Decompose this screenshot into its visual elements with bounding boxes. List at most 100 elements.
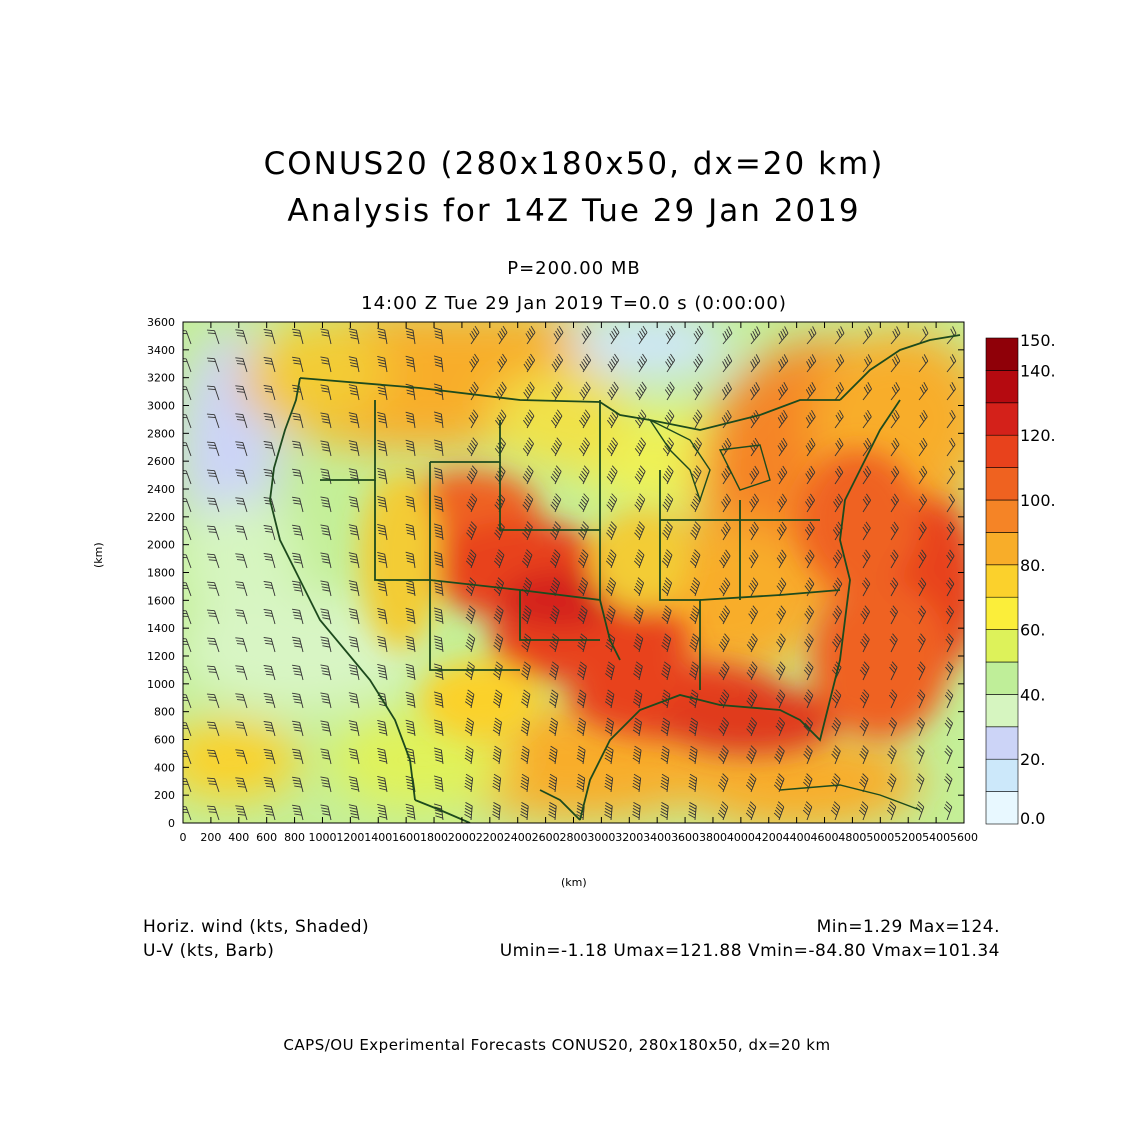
wind-barb xyxy=(661,605,672,625)
wind-barb xyxy=(691,465,702,485)
wind-barb xyxy=(464,773,474,793)
wind-barb xyxy=(492,745,502,765)
wind-barb xyxy=(405,607,416,625)
wind-barb xyxy=(606,493,618,513)
wind-barb xyxy=(433,691,444,709)
wind-barb xyxy=(916,689,926,709)
wind-barb xyxy=(492,802,501,821)
wind-barb xyxy=(465,605,476,625)
wind-barb xyxy=(746,633,758,653)
wind-barb xyxy=(549,633,560,653)
wind-barb xyxy=(263,385,276,401)
wind-barb xyxy=(749,409,760,429)
wind-barb xyxy=(433,355,444,373)
wind-barb xyxy=(832,633,842,653)
y-tick-label: 1800 xyxy=(147,567,175,580)
colorbar-swatch xyxy=(985,499,1019,533)
wind-barb xyxy=(722,354,733,373)
wind-barb xyxy=(377,523,388,541)
wind-barb xyxy=(862,382,872,401)
wind-barb xyxy=(664,409,675,429)
wind-barb xyxy=(320,580,332,597)
wind-barb xyxy=(405,411,416,429)
wind-barb xyxy=(605,549,617,569)
wind-barb xyxy=(206,469,220,485)
wind-barb xyxy=(348,524,360,541)
wind-barb xyxy=(746,661,758,681)
wind-barb xyxy=(888,689,898,709)
wind-barb xyxy=(862,521,871,541)
wind-speed-shading xyxy=(183,322,964,823)
wind-barb xyxy=(803,661,814,681)
wind-barb xyxy=(320,636,332,653)
wind-barb xyxy=(405,691,416,709)
wind-barb xyxy=(405,355,416,373)
colorbar-swatch xyxy=(985,402,1019,436)
wind-barb xyxy=(235,385,248,401)
wind-barb xyxy=(433,607,444,625)
wind-barb xyxy=(348,328,360,345)
wind-barb xyxy=(946,382,956,401)
wind-barb xyxy=(405,719,416,737)
wind-barb xyxy=(633,661,643,681)
wind-barb xyxy=(778,354,789,373)
wind-barb xyxy=(494,437,506,457)
wind-barb xyxy=(632,745,642,765)
colorbar-swatch xyxy=(985,467,1019,501)
wind-barb xyxy=(688,773,698,793)
colorbar-label: 40. xyxy=(1020,685,1045,704)
colorbar-label: 140. xyxy=(1020,361,1056,380)
wind-barb xyxy=(377,747,388,765)
wind-barb xyxy=(348,608,360,625)
x-tick-label: 3400 xyxy=(643,831,671,844)
x-tick-label: 4000 xyxy=(727,831,755,844)
y-tick-label: 3200 xyxy=(147,372,175,385)
wind-barb xyxy=(804,549,815,569)
wind-barb xyxy=(832,549,843,569)
wind-barb xyxy=(718,745,729,765)
wind-barb xyxy=(433,775,444,793)
wind-barb xyxy=(292,552,304,569)
wind-barb xyxy=(889,605,899,625)
wind-barb xyxy=(918,549,927,569)
wind-barb xyxy=(206,357,220,373)
wind-barb xyxy=(206,637,220,653)
wind-barb xyxy=(918,465,928,485)
wind-barb xyxy=(206,721,220,737)
colorbar-swatch xyxy=(985,661,1019,695)
wind-barb xyxy=(292,664,304,681)
wind-barb xyxy=(320,328,332,345)
wind-barb xyxy=(688,717,698,737)
wind-barb xyxy=(776,577,787,597)
wind-barb xyxy=(520,689,531,709)
wind-barb xyxy=(834,354,845,373)
wind-barb xyxy=(606,521,617,541)
wind-barb xyxy=(493,577,505,597)
colorbar-swatch xyxy=(985,337,1019,371)
wind-barb xyxy=(464,802,473,821)
wind-barb xyxy=(206,777,220,793)
colorbar-label: 80. xyxy=(1020,556,1045,575)
wind-barb xyxy=(206,413,220,429)
wind-barb xyxy=(377,775,388,793)
wind-barb xyxy=(917,577,927,597)
wind-barb xyxy=(348,636,360,653)
wind-barb xyxy=(918,493,927,513)
wind-barb xyxy=(433,327,444,345)
wind-barb xyxy=(235,525,248,541)
y-tick-label: 3400 xyxy=(147,344,175,357)
wind-barb xyxy=(804,521,815,541)
wind-barb xyxy=(292,720,304,737)
wind-barb xyxy=(405,803,416,821)
wind-barb xyxy=(890,493,899,513)
wind-barb xyxy=(405,551,416,569)
colorbar-swatch xyxy=(985,758,1019,792)
wind-barb xyxy=(320,748,332,765)
wind-barb xyxy=(292,468,304,485)
wind-barb xyxy=(721,382,732,401)
colorbar-label: 150. xyxy=(1020,331,1056,350)
wind-barb xyxy=(662,521,673,541)
wind-barb xyxy=(605,605,616,625)
wind-barb xyxy=(235,693,248,709)
wind-barb xyxy=(292,412,304,429)
